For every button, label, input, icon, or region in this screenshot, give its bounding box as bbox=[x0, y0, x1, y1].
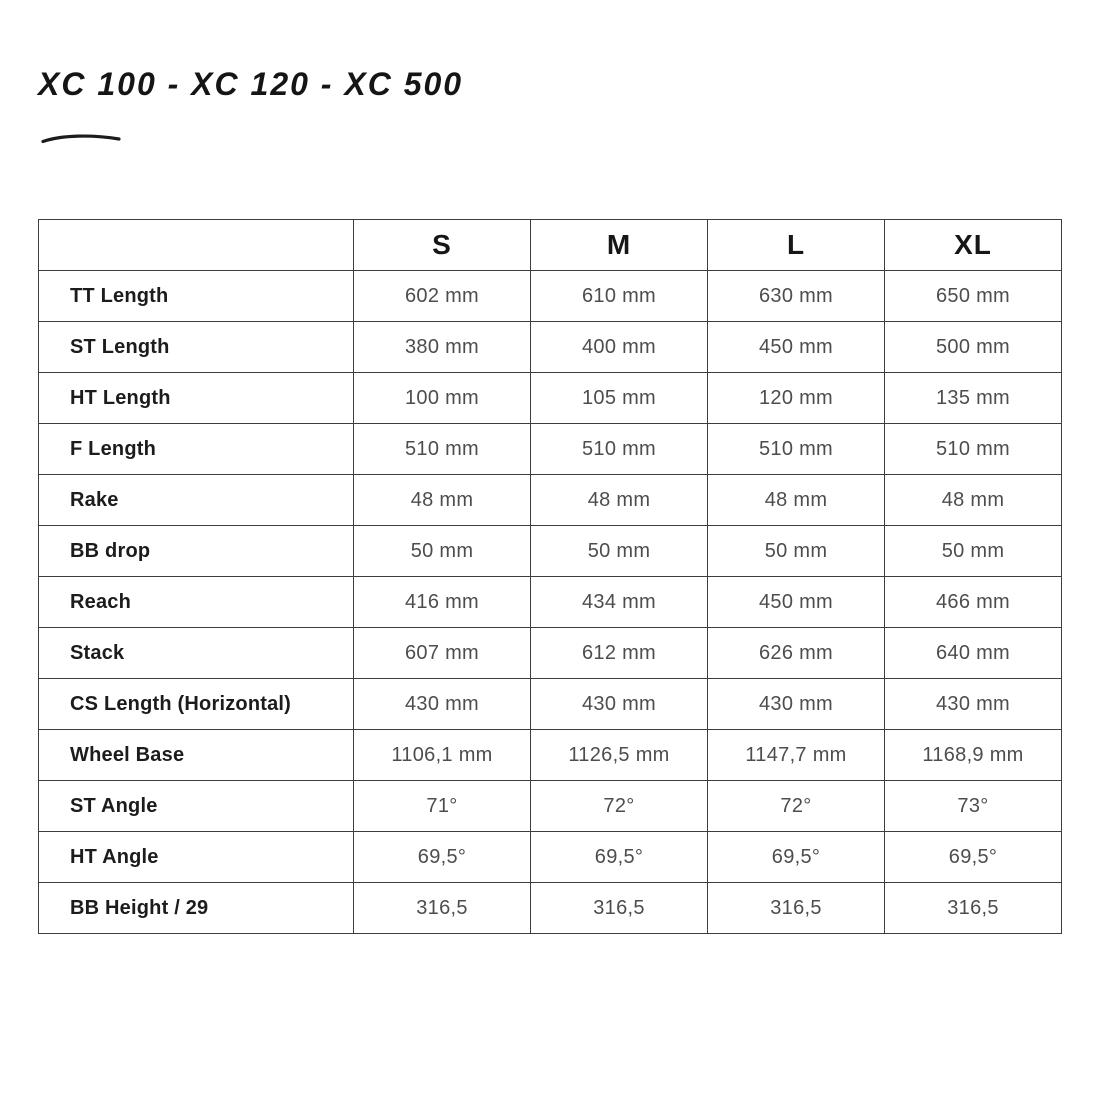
row-label: CS Length (Horizontal) bbox=[38, 678, 354, 730]
cell-value: 48 mm bbox=[884, 474, 1062, 526]
table-row: Wheel Base 1106,1 mm 1126,5 mm 1147,7 mm 116… bbox=[38, 729, 1062, 781]
cell-value: 316,5 bbox=[884, 882, 1062, 934]
cell-value: 50 mm bbox=[884, 525, 1062, 577]
cell-value: 430 mm bbox=[353, 678, 531, 730]
table-row: F Length 510 mm 510 mm 510 mm 510 mm bbox=[38, 423, 1062, 475]
cell-value: 48 mm bbox=[353, 474, 531, 526]
row-label: HT Length bbox=[38, 372, 354, 424]
row-label: HT Angle bbox=[38, 831, 354, 883]
table-row: TT Length 602 mm 610 mm 630 mm 650 mm bbox=[38, 270, 1062, 322]
table-row: HT Length 100 mm 105 mm 120 mm 135 mm bbox=[38, 372, 1062, 424]
cell-value: 430 mm bbox=[530, 678, 708, 730]
cell-value: 69,5° bbox=[884, 831, 1062, 883]
cell-value: 48 mm bbox=[530, 474, 708, 526]
table-row: Stack 607 mm 612 mm 626 mm 640 mm bbox=[38, 627, 1062, 679]
cell-value: 400 mm bbox=[530, 321, 708, 373]
table-header-row: S M L XL bbox=[38, 219, 1062, 271]
row-label: TT Length bbox=[38, 270, 354, 322]
size-header-m: M bbox=[530, 219, 708, 271]
cell-value: 71° bbox=[353, 780, 531, 832]
cell-value: 380 mm bbox=[353, 321, 531, 373]
size-header-xl: XL bbox=[884, 219, 1062, 271]
cell-value: 316,5 bbox=[353, 882, 531, 934]
geometry-table: S M L XL TT Length 602 mm 610 mm 630 mm 650 mm S… bbox=[38, 219, 1062, 934]
page-title: XC 100 - XC 120 - XC 500 bbox=[38, 66, 464, 102]
row-label: Wheel Base bbox=[38, 729, 354, 781]
cell-value: 510 mm bbox=[884, 423, 1062, 475]
cell-value: 50 mm bbox=[353, 525, 531, 577]
corner-cell bbox=[38, 219, 354, 271]
size-header-s: S bbox=[353, 219, 531, 271]
cell-value: 500 mm bbox=[884, 321, 1062, 373]
cell-value: 1168,9 mm bbox=[884, 729, 1062, 781]
cell-value: 450 mm bbox=[707, 576, 885, 628]
cell-value: 135 mm bbox=[884, 372, 1062, 424]
cell-value: 69,5° bbox=[530, 831, 708, 883]
row-label: ST Length bbox=[38, 321, 354, 373]
cell-value: 612 mm bbox=[530, 627, 708, 679]
cell-value: 69,5° bbox=[353, 831, 531, 883]
cell-value: 430 mm bbox=[707, 678, 885, 730]
cell-value: 69,5° bbox=[707, 831, 885, 883]
cell-value: 640 mm bbox=[884, 627, 1062, 679]
table-row: Rake 48 mm 48 mm 48 mm 48 mm bbox=[38, 474, 1062, 526]
cell-value: 120 mm bbox=[707, 372, 885, 424]
cell-value: 626 mm bbox=[707, 627, 885, 679]
row-label: Rake bbox=[38, 474, 354, 526]
cell-value: 316,5 bbox=[530, 882, 708, 934]
cell-value: 1147,7 mm bbox=[707, 729, 885, 781]
size-header-l: L bbox=[707, 219, 885, 271]
cell-value: 73° bbox=[884, 780, 1062, 832]
cell-value: 48 mm bbox=[707, 474, 885, 526]
row-label: ST Angle bbox=[38, 780, 354, 832]
row-label: Stack bbox=[38, 627, 354, 679]
table-row: ST Angle 71° 72° 72° 73° bbox=[38, 780, 1062, 832]
cell-value: 50 mm bbox=[707, 525, 885, 577]
cell-value: 607 mm bbox=[353, 627, 531, 679]
row-label: BB Height / 29 bbox=[38, 882, 354, 934]
cell-value: 430 mm bbox=[884, 678, 1062, 730]
table-row: Reach 416 mm 434 mm 450 mm 466 mm bbox=[38, 576, 1062, 628]
cell-value: 450 mm bbox=[707, 321, 885, 373]
table-row: CS Length (Horizontal) 430 mm 430 mm 430 mm… bbox=[38, 678, 1062, 730]
cell-value: 416 mm bbox=[353, 576, 531, 628]
table-row: BB Height / 29 316,5 316,5 316,5 316,5 bbox=[38, 882, 1062, 934]
cell-value: 1106,1 mm bbox=[353, 729, 531, 781]
cell-value: 466 mm bbox=[884, 576, 1062, 628]
row-label: Reach bbox=[38, 576, 354, 628]
cell-value: 510 mm bbox=[530, 423, 708, 475]
cell-value: 105 mm bbox=[530, 372, 708, 424]
cell-value: 316,5 bbox=[707, 882, 885, 934]
cell-value: 602 mm bbox=[353, 270, 531, 322]
table-row: ST Length 380 mm 400 mm 450 mm 500 mm bbox=[38, 321, 1062, 373]
cell-value: 650 mm bbox=[884, 270, 1062, 322]
row-label: F Length bbox=[38, 423, 354, 475]
table-row: BB drop 50 mm 50 mm 50 mm 50 mm bbox=[38, 525, 1062, 577]
cell-value: 630 mm bbox=[707, 270, 885, 322]
cell-value: 510 mm bbox=[707, 423, 885, 475]
cell-value: 100 mm bbox=[353, 372, 531, 424]
cell-value: 1126,5 mm bbox=[530, 729, 708, 781]
cell-value: 72° bbox=[707, 780, 885, 832]
cell-value: 610 mm bbox=[530, 270, 708, 322]
title-underline-stroke bbox=[41, 134, 121, 144]
cell-value: 72° bbox=[530, 780, 708, 832]
cell-value: 510 mm bbox=[353, 423, 531, 475]
cell-value: 50 mm bbox=[530, 525, 708, 577]
cell-value: 434 mm bbox=[530, 576, 708, 628]
table-row: HT Angle 69,5° 69,5° 69,5° 69,5° bbox=[38, 831, 1062, 883]
row-label: BB drop bbox=[38, 525, 354, 577]
